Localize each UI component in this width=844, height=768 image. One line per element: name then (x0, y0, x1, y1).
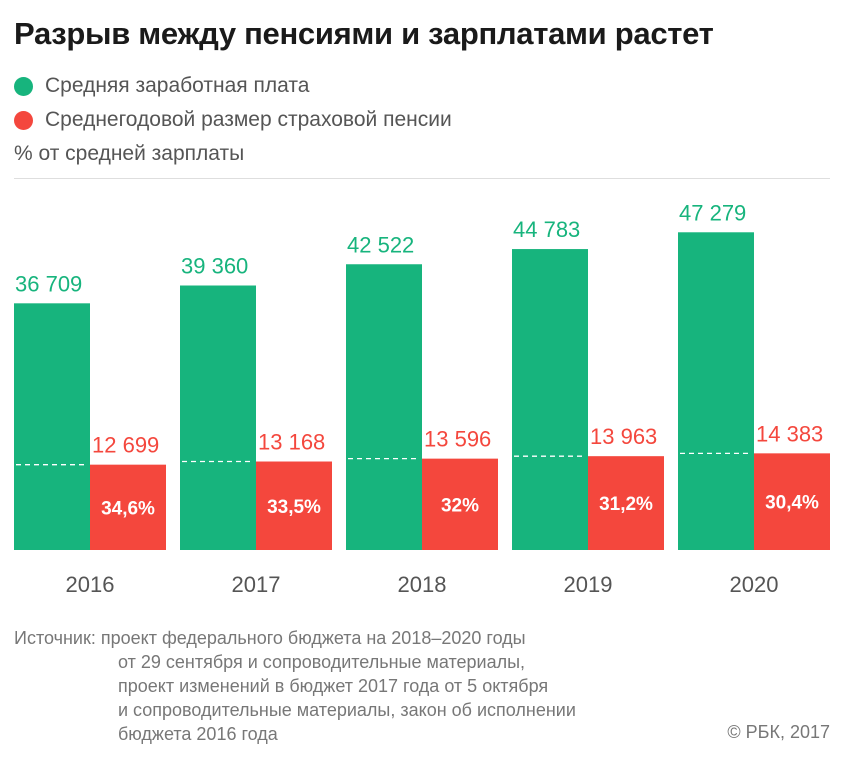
salary-value-label: 44 783 (513, 217, 580, 242)
salary-bar (678, 232, 754, 550)
source-note: Источник: проект федерального бюджета на… (14, 626, 576, 746)
x-tick-label: 2018 (398, 572, 447, 597)
salary-bar (346, 264, 422, 550)
ratio-label: 32% (441, 495, 479, 516)
ratio-label: 34,6% (101, 498, 155, 519)
x-tick-label: 2020 (730, 572, 779, 597)
legend-label-salary: Средняя заработная плата (45, 74, 310, 97)
credit: © РБК, 2017 (727, 722, 830, 742)
salary-value-label: 39 360 (181, 254, 248, 279)
pension-value-label: 12 699 (92, 433, 159, 458)
salary-value-label: 36 709 (15, 271, 82, 296)
source-line: бюджета 2016 года (118, 724, 278, 744)
ratio-label: 30,4% (765, 493, 819, 514)
bar-chart: 36 709 12 699 34,6% 2016 39 360 13 168 33,5% 20… (14, 200, 830, 597)
x-tick-label: 2016 (66, 572, 115, 597)
salary-bar (180, 285, 256, 550)
pension-bar (754, 453, 830, 550)
source-line: Источник: проект федерального бюджета на… (14, 628, 526, 648)
salary-value-label: 47 279 (679, 200, 746, 225)
pension-bar (90, 464, 166, 550)
pension-value-label: 13 596 (424, 427, 491, 452)
ratio-label: 31,2% (599, 494, 653, 515)
x-tick-label: 2019 (564, 572, 613, 597)
pension-value-label: 13 963 (590, 424, 657, 449)
ratio-label: 33,5% (267, 497, 321, 518)
source-line: от 29 сентября и сопроводительные матери… (118, 652, 526, 672)
pension-bar (422, 458, 498, 550)
legend-item-salary: Средняя заработная плата (14, 74, 309, 98)
pension-bar (256, 461, 332, 550)
separator (14, 178, 830, 179)
x-tick-label: 2017 (232, 572, 281, 597)
legend-marker-salary (14, 76, 33, 96)
source-line: проект изменений в бюджет 2017 года от 5… (118, 676, 549, 696)
pension-bar (588, 456, 664, 550)
salary-value-label: 42 522 (347, 232, 414, 257)
legend-label-pension: Среднегодовой размер страховой пенсии (45, 108, 452, 131)
pension-value-label: 14 383 (756, 421, 823, 446)
unit-note: % от средней зарплаты (14, 142, 245, 165)
legend-item-pension: Среднегодовой размер страховой пенсии (14, 108, 452, 132)
pension-value-label: 13 168 (258, 430, 325, 455)
salary-bar (14, 303, 90, 550)
chart-title: Разрыв между пенсиями и зарплатами расте… (14, 16, 714, 51)
salary-bar (512, 249, 588, 551)
legend-marker-pension (14, 110, 33, 130)
source-line: и сопроводительные материалы, закон об и… (118, 700, 576, 720)
